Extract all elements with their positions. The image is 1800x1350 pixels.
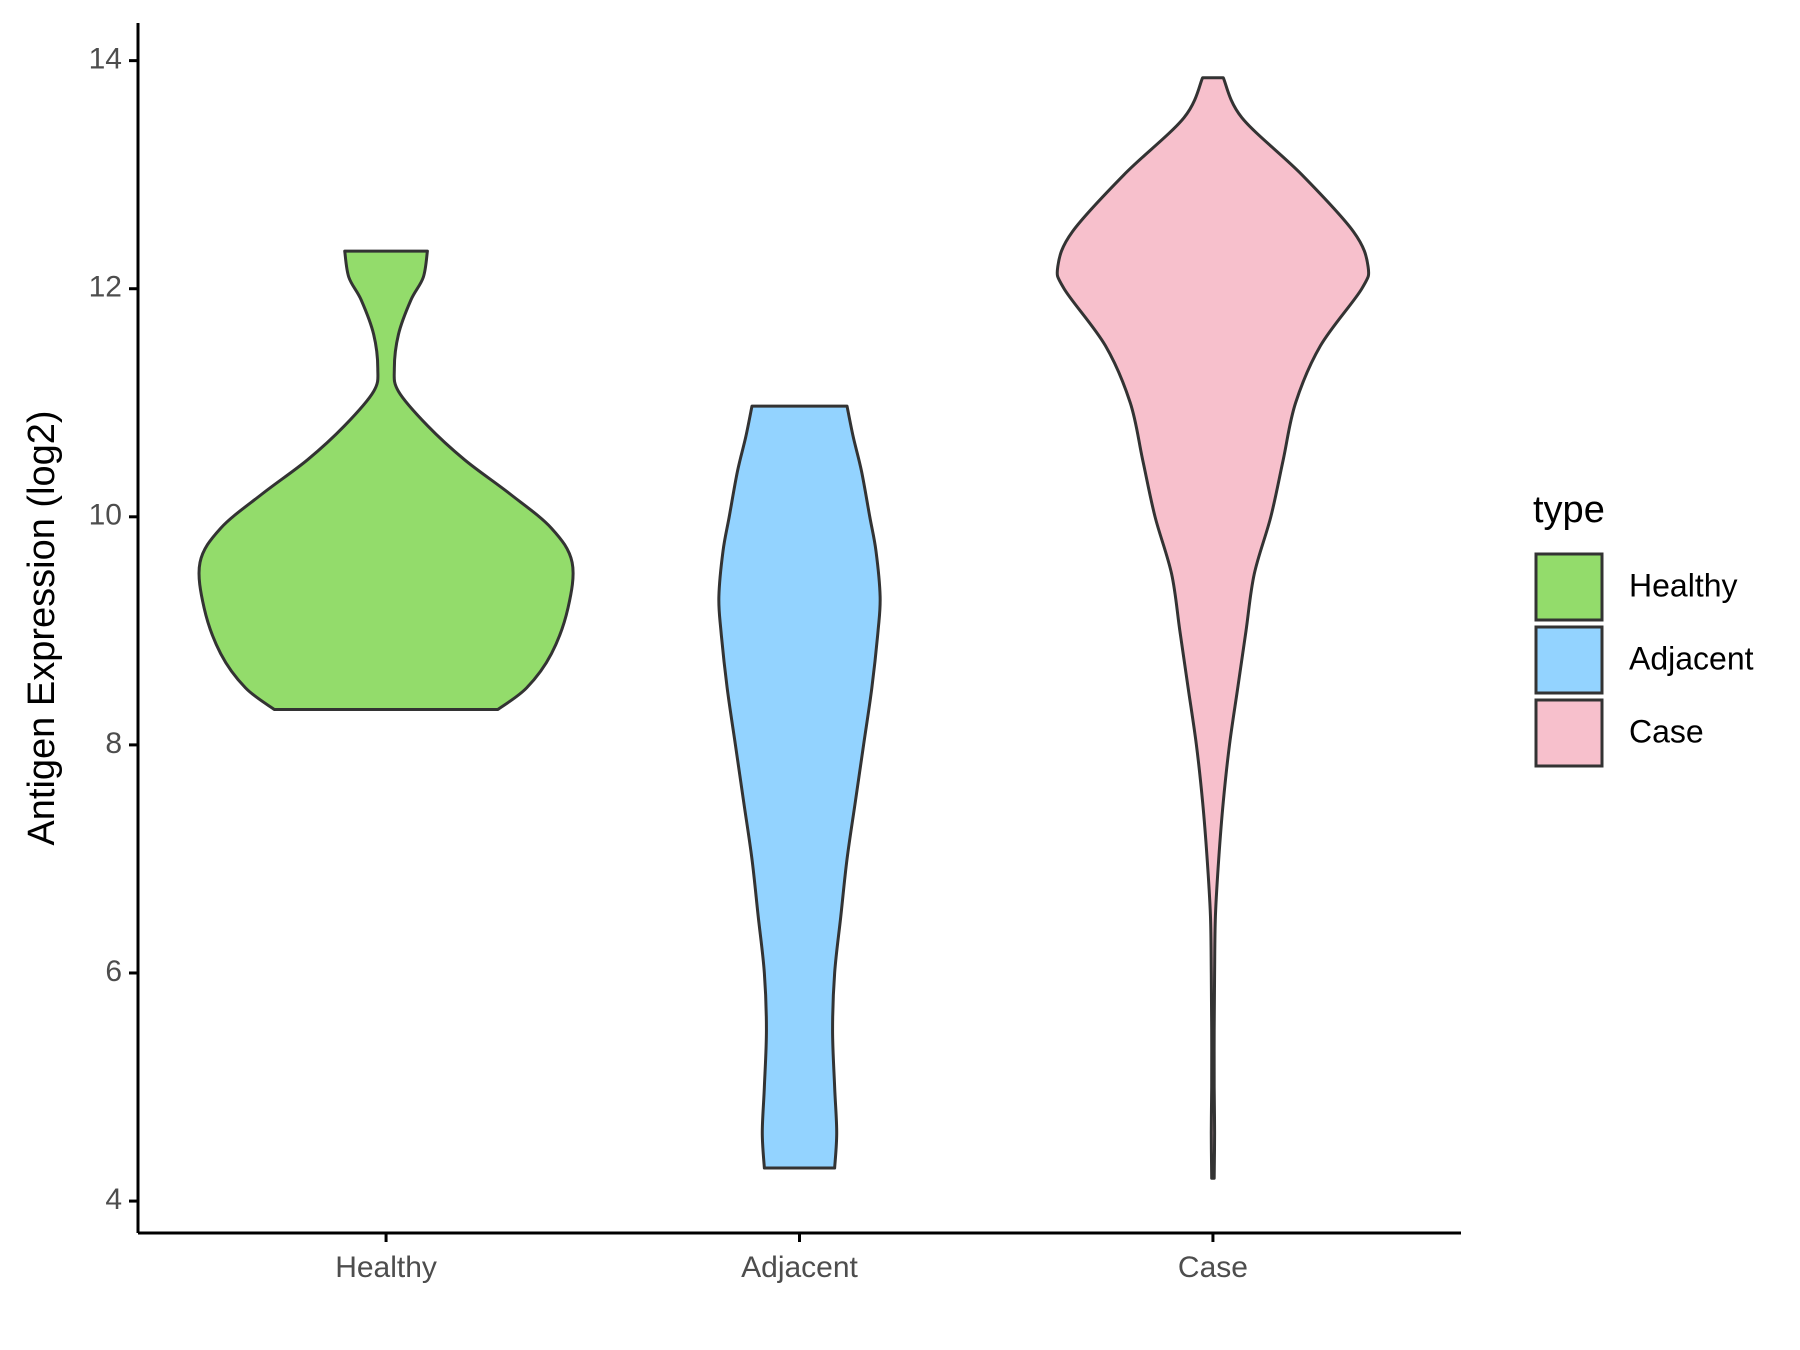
- violin: [717, 404, 882, 1170]
- legend-label: Case: [1629, 713, 1704, 749]
- legend-title: type: [1533, 489, 1605, 531]
- legend-key: [1534, 625, 1604, 695]
- y-tick-label: 12: [89, 271, 122, 304]
- y-tick-label: 6: [105, 955, 122, 988]
- legend-key: [1534, 698, 1604, 768]
- y-tick-label: 4: [105, 1183, 122, 1216]
- legend-key: [1534, 552, 1604, 622]
- x-tick-label: Case: [1178, 1251, 1248, 1284]
- y-tick-label: 8: [105, 727, 122, 760]
- y-axis-label: Antigen Expression (log2): [21, 410, 63, 845]
- y-tick-label: 14: [89, 43, 122, 76]
- legend-label: Adjacent: [1629, 640, 1754, 676]
- y-tick-label: 10: [89, 499, 122, 532]
- x-tick-label: Adjacent: [741, 1251, 858, 1284]
- violin: [197, 249, 575, 712]
- legend-label: Healthy: [1629, 567, 1738, 603]
- violin: [1055, 76, 1371, 1180]
- x-tick-label: Healthy: [335, 1251, 437, 1284]
